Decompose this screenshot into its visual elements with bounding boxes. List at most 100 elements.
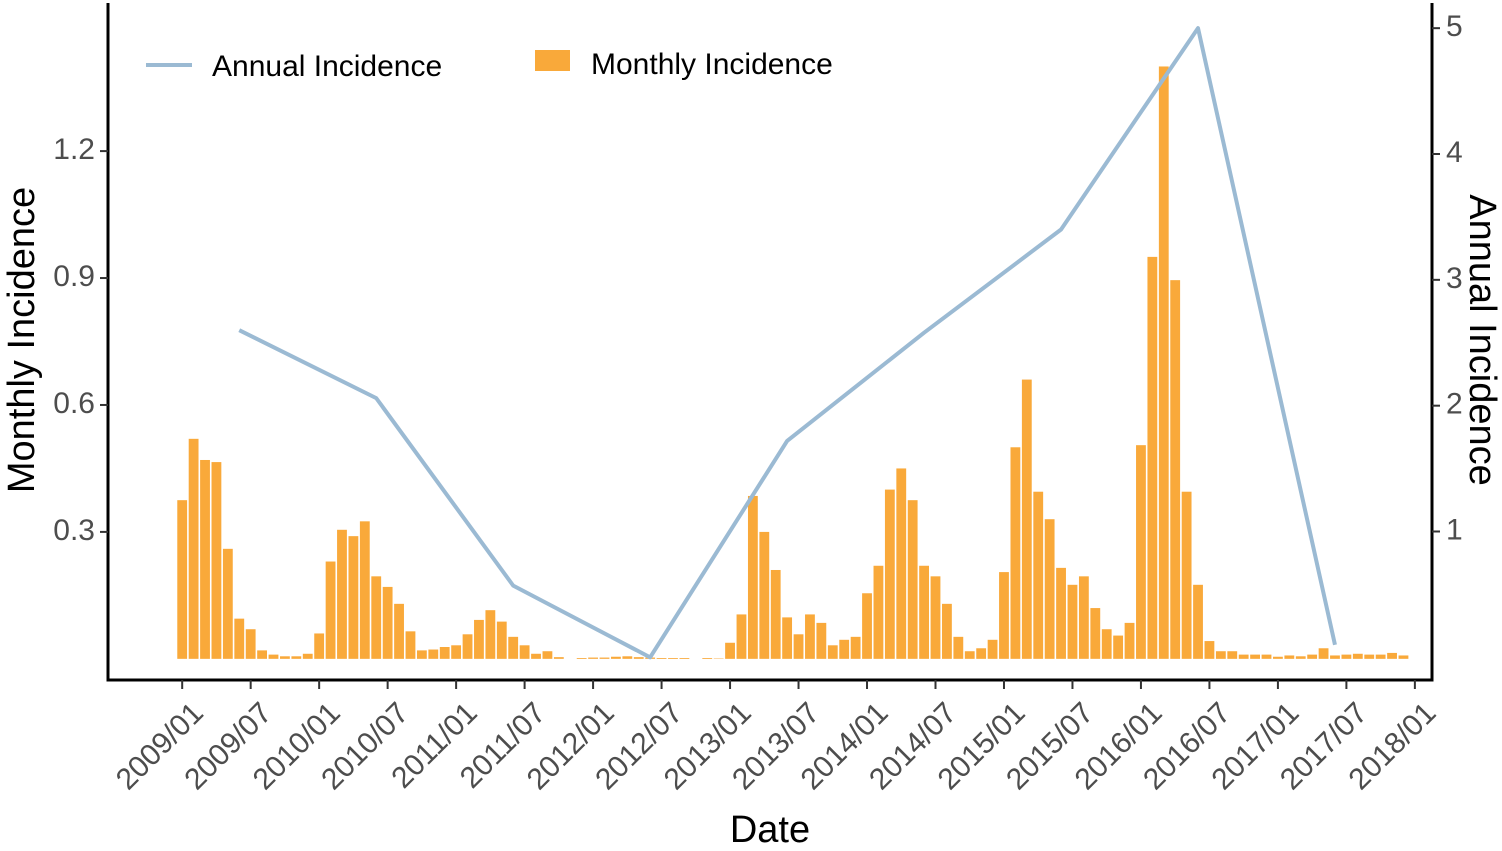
bar-2016-04 (1170, 280, 1180, 659)
legend-label-monthly: Monthly Incidence (591, 48, 833, 81)
y-left-axis-title: Monthly Incidence (1, 187, 43, 493)
bar-2014-10 (965, 651, 975, 659)
bar-2014-03 (885, 490, 895, 659)
bar-2010-11 (428, 650, 438, 659)
y-right-axis-title: Annual Incidence (1461, 194, 1502, 486)
bar-2017-11 (1387, 653, 1397, 659)
bar-2013-12 (851, 637, 861, 659)
bar-2010-12 (440, 647, 450, 659)
axes (107, 3, 1434, 682)
bar-2014-04 (896, 468, 906, 658)
bar-2011-10 (554, 657, 564, 659)
bar-2016-08 (1216, 651, 1226, 659)
x-axis-title: Date (730, 809, 810, 846)
bar-2011-03 (474, 620, 484, 659)
bar-2009-09 (269, 655, 279, 659)
legend-label-annual: Annual Incidence (212, 50, 442, 83)
bar-2011-02 (463, 634, 473, 659)
bar-2014-09 (953, 637, 963, 659)
bar-2010-08 (394, 604, 404, 659)
bar-2014-05 (908, 500, 918, 659)
bar-2010-03 (337, 530, 347, 659)
bar-2016-09 (1227, 651, 1237, 659)
bar-2012-03 (611, 657, 621, 659)
bar-2017-08 (1353, 654, 1363, 659)
bar-2015-06 (1056, 568, 1066, 659)
bar-2012-07 (657, 658, 667, 659)
bar-2010-02 (326, 562, 336, 659)
bar-2017-09 (1364, 655, 1374, 659)
y-left-tick-label: 0.6 (53, 387, 95, 420)
bar-2013-06 (782, 617, 792, 658)
bar-2010-05 (360, 521, 370, 659)
bar-2016-05 (1182, 492, 1192, 659)
y-left-tick-label: 0.3 (53, 514, 95, 547)
bar-2015-10 (1102, 629, 1112, 659)
bar-2013-09 (816, 623, 826, 659)
bar-2017-06 (1330, 655, 1340, 658)
bar-2011-08 (531, 654, 541, 659)
y-right-tick-label: 5 (1446, 10, 1463, 43)
bar-2014-08 (942, 604, 952, 659)
bar-2017-03 (1296, 656, 1306, 659)
bar-2012-04 (622, 656, 632, 659)
bar-2009-08 (257, 650, 267, 658)
bar-2009-12 (303, 654, 313, 659)
bar-2016-07 (1205, 641, 1215, 659)
bar-2010-07 (383, 587, 393, 659)
bar-2016-11 (1250, 655, 1260, 659)
y-left-tick-label: 1.2 (53, 133, 95, 166)
bar-2013-05 (771, 570, 781, 659)
bar-2017-01 (1273, 657, 1283, 659)
y-right-tick-label: 2 (1446, 388, 1463, 421)
bar-2015-03 (1022, 380, 1032, 659)
y-left-tick-label: 0.9 (53, 260, 95, 293)
bar-2013-08 (805, 614, 815, 658)
bar-2010-04 (348, 536, 358, 659)
bar-2016-12 (1262, 655, 1272, 659)
bar-2013-04 (759, 532, 769, 659)
bar-2015-08 (1079, 576, 1089, 659)
bar-2013-02 (737, 614, 747, 658)
bar-2012-02 (600, 658, 610, 659)
bar-2013-03 (748, 496, 758, 659)
bar-2013-01 (725, 643, 735, 659)
bar-2012-08 (668, 658, 678, 659)
bar-2013-11 (839, 640, 849, 659)
bar-2012-11 (702, 658, 712, 659)
legend: Annual Incidence Monthly Incidence (146, 48, 833, 83)
bar-2009-11 (291, 656, 301, 659)
bar-2011-09 (543, 651, 553, 659)
bar-2017-05 (1319, 648, 1329, 659)
bar-2009-06 (234, 619, 244, 659)
bar-2015-11 (1113, 636, 1123, 659)
bar-2014-06 (919, 566, 929, 659)
bar-2016-02 (1147, 257, 1157, 659)
bar-2011-07 (520, 645, 530, 659)
bar-2009-05 (223, 549, 233, 659)
bar-2013-10 (828, 645, 838, 659)
bar-2014-01 (862, 593, 872, 659)
bar-2009-01 (177, 500, 187, 659)
monthly-incidence-bars (177, 66, 1408, 658)
bar-2015-01 (999, 572, 1009, 659)
bar-2009-04 (212, 462, 222, 659)
bar-2010-01 (314, 633, 324, 658)
bar-2014-07 (931, 576, 941, 659)
bar-2017-10 (1376, 655, 1386, 659)
bar-2015-02 (1010, 447, 1020, 659)
bar-2017-02 (1284, 655, 1294, 658)
y-right-tick-label: 1 (1446, 513, 1463, 546)
bar-2011-06 (508, 637, 518, 659)
bar-2016-03 (1159, 66, 1169, 658)
bar-2015-04 (1033, 492, 1043, 659)
bar-2009-10 (280, 656, 290, 659)
bar-2011-12 (577, 658, 587, 659)
bar-2010-10 (417, 650, 427, 658)
bar-2016-01 (1136, 445, 1146, 659)
y-right-tick-label: 4 (1446, 136, 1463, 169)
bar-2015-09 (1090, 608, 1100, 659)
bar-2010-06 (371, 576, 381, 659)
bar-2016-10 (1239, 655, 1249, 659)
